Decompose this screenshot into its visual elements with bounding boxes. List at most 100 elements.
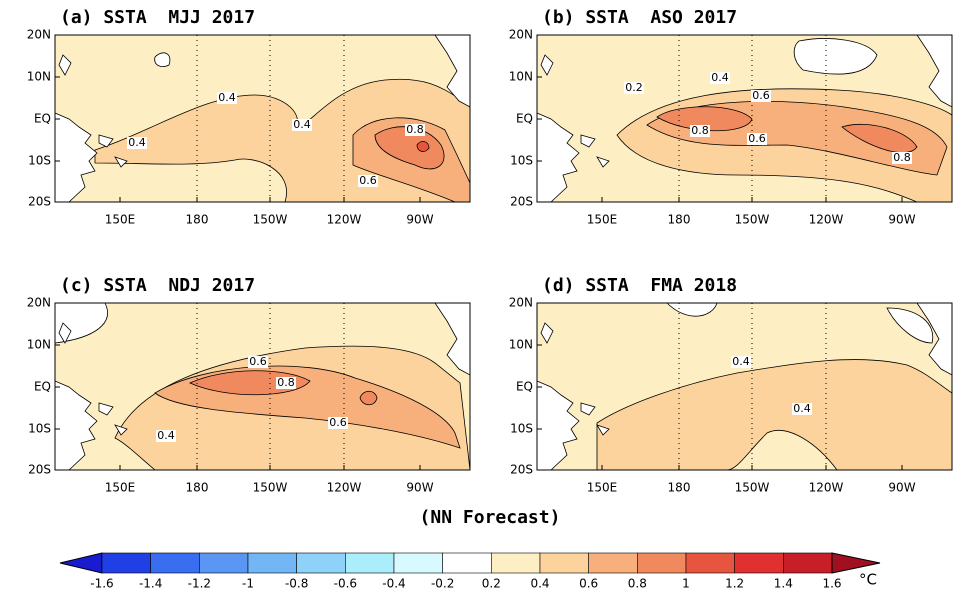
colorbar-segment — [783, 552, 833, 574]
coastline — [114, 424, 128, 436]
lon-label: 120W — [327, 213, 362, 227]
contour-label-bg — [217, 92, 237, 104]
colorbar-label: 0.2 — [482, 577, 501, 591]
anomaly-region — [886, 307, 934, 344]
colorbar-segment — [345, 552, 395, 574]
map-panel: 150E 180 150W 120W 90W 20N 10N EQ 10S 20S 0.4 0.4 0.… — [27, 28, 471, 227]
panel-title: (b) SSTA ASO 2017 — [542, 7, 737, 28]
lat-label: EQ — [34, 112, 51, 126]
colorbar-segment — [247, 552, 297, 574]
lat-label: EQ — [34, 380, 51, 394]
map-panel: 150E 180 150W 120W 90W 20N 10N EQ 10S 20S 0.2 0.4 0.… — [509, 28, 953, 227]
contour-label-bg — [710, 72, 730, 84]
lon-label: 90W — [888, 213, 915, 227]
colorbar-segment — [296, 552, 346, 574]
contour-label: 0.6 — [748, 132, 766, 145]
colorbar-label: 1.6 — [822, 577, 841, 591]
lon-label: 150E — [587, 481, 618, 495]
contour-label: 0.8 — [277, 376, 295, 389]
lon-label: 150W — [253, 481, 288, 495]
map-panel: 150E 180 150W 120W 90W 20N 10N EQ 10S 20S 0.6 0.8 0.… — [27, 296, 471, 495]
lon-label: 180 — [186, 481, 209, 495]
contour-label-bg — [405, 124, 425, 136]
contour-label: 0.6 — [359, 174, 377, 187]
anomaly-region — [841, 123, 918, 154]
colorbar-segment — [199, 552, 249, 574]
lat-label: 10S — [510, 422, 533, 436]
colorbar-label: -0.6 — [334, 577, 357, 591]
lon-label: 150E — [105, 213, 136, 227]
contour-label-bg — [358, 175, 378, 187]
coastline — [98, 402, 114, 416]
lat-label: 10N — [27, 338, 51, 352]
colorbar-label: 1 — [682, 577, 690, 591]
contour-label: 0.4 — [128, 136, 146, 149]
contour-label: 0.8 — [406, 123, 424, 136]
colorbar-arrow — [59, 552, 103, 574]
caption: (NN Forecast) — [420, 507, 561, 528]
lon-label: 180 — [668, 213, 691, 227]
lat-label: 10S — [28, 154, 51, 168]
contour-label: 0.4 — [793, 402, 811, 415]
panel-title: (d) SSTA FMA 2018 — [542, 275, 737, 296]
contour-label: 0.8 — [691, 124, 709, 137]
coastline — [58, 54, 72, 76]
colorbar-label: -1.2 — [188, 577, 211, 591]
contour-label-bg — [892, 152, 912, 164]
contour-label: 0.4 — [218, 91, 236, 104]
colorbar-label: -0.4 — [382, 577, 405, 591]
contour-label-bg — [792, 403, 812, 415]
lon-label: 180 — [186, 213, 209, 227]
contour-label: 0.6 — [752, 89, 770, 102]
colorbar-label: 1.4 — [774, 577, 793, 591]
contour-label: 0.6 — [329, 416, 347, 429]
lon-label: 120W — [327, 481, 362, 495]
colorbar-label: -1.4 — [139, 577, 162, 591]
coastline — [540, 54, 554, 76]
colorbar-segment — [637, 552, 687, 574]
colorbar-label: -1 — [242, 577, 254, 591]
panel-title: (a) SSTA MJJ 2017 — [60, 7, 255, 28]
lat-label: 10N — [509, 70, 533, 84]
lat-label: 20N — [27, 28, 51, 42]
lon-label: 90W — [406, 213, 433, 227]
lat-label: 20N — [509, 28, 533, 42]
colorbar-segment — [539, 552, 589, 574]
map-panel: 150E 180 150W 120W 90W 20N 10N EQ 10S 20S 0.4 0.4 — [509, 296, 953, 495]
lat-label: 10N — [509, 338, 533, 352]
coastline — [58, 322, 72, 344]
contour-label-bg — [690, 125, 710, 137]
colorbar-segment — [685, 552, 735, 574]
coastline — [580, 134, 596, 148]
lon-label: 90W — [406, 481, 433, 495]
lon-label: 150W — [735, 213, 770, 227]
contour-label: 0.4 — [711, 71, 729, 84]
coastline — [114, 156, 128, 168]
coastline — [98, 134, 114, 148]
lon-label: 150E — [105, 481, 136, 495]
anomaly-region — [793, 38, 878, 75]
colorbar-label: 0.6 — [579, 577, 598, 591]
anomaly-region — [596, 359, 953, 471]
lat-label: 20N — [509, 296, 533, 310]
lat-label: EQ — [516, 112, 533, 126]
colorbar-segment — [588, 552, 638, 574]
colorbar-segment — [442, 552, 492, 574]
lat-label: 20S — [28, 463, 51, 477]
contour-label: 0.4 — [293, 118, 311, 131]
lon-label: 180 — [668, 481, 691, 495]
contour-label-bg — [747, 133, 767, 145]
colorbar-segment — [150, 552, 200, 574]
lat-label: 20N — [27, 296, 51, 310]
contour-label-bg — [156, 430, 176, 442]
contour-label: 0.4 — [157, 429, 175, 442]
contour-label-bg — [731, 356, 751, 368]
lat-label: 20S — [28, 195, 51, 209]
lat-label: 10N — [27, 70, 51, 84]
lon-label: 120W — [809, 481, 844, 495]
colorbar-unit: °C — [859, 571, 877, 589]
contour-label: 0.6 — [249, 355, 267, 368]
lat-label: 20S — [510, 463, 533, 477]
coastline — [596, 156, 610, 168]
lon-label: 90W — [888, 481, 915, 495]
